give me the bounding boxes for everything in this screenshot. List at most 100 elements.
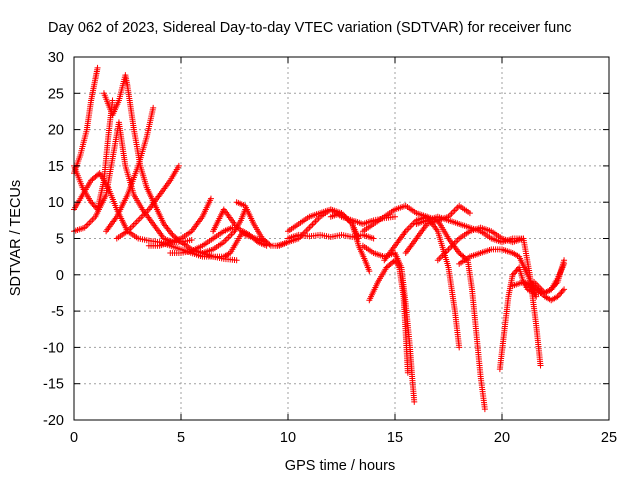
data-point — [150, 104, 157, 111]
y-tick-label: 20 — [48, 123, 64, 139]
data-point — [557, 290, 564, 297]
data-point — [127, 225, 134, 232]
data-point — [223, 236, 230, 243]
data-point — [370, 235, 377, 242]
data-point — [306, 224, 313, 231]
x-tick-label: 10 — [280, 430, 296, 446]
data-point — [481, 406, 488, 413]
x-axis-label: GPS time / hours — [285, 458, 395, 474]
series-arc1 — [71, 64, 101, 177]
y-tick-label: -15 — [43, 377, 64, 393]
y-tick-label: -10 — [43, 340, 64, 356]
series-arc8 — [145, 195, 214, 249]
series-arc16 — [327, 210, 373, 275]
data-point — [404, 226, 411, 233]
data-point — [132, 220, 139, 227]
data-point — [84, 221, 91, 228]
data-point — [408, 222, 415, 229]
x-tick-label: 0 — [70, 430, 78, 446]
series-arc5 — [100, 72, 240, 264]
data-point — [175, 162, 182, 169]
x-tick-label: 20 — [494, 430, 510, 446]
data-point — [86, 219, 93, 226]
data-point — [188, 236, 195, 243]
data-point — [555, 292, 562, 299]
data-point — [513, 267, 520, 274]
data-point — [129, 223, 136, 230]
data-point — [454, 237, 461, 244]
data-point — [136, 215, 143, 222]
y-tick-label: 25 — [48, 86, 64, 102]
series-arc17 — [359, 242, 418, 405]
data-point — [561, 260, 568, 267]
data-point — [225, 234, 232, 241]
data-point — [87, 218, 94, 225]
series-arc10 — [199, 206, 249, 257]
data-point — [233, 257, 240, 264]
data-point — [466, 210, 473, 217]
data-point — [304, 226, 311, 233]
data-point — [91, 203, 98, 210]
data-point — [509, 271, 516, 278]
data-point — [135, 217, 142, 224]
data-point — [405, 225, 412, 232]
x-tick-label: 5 — [177, 430, 185, 446]
data-point — [456, 344, 463, 351]
data-point — [312, 218, 319, 225]
data-point — [266, 241, 273, 248]
y-tick-label: 0 — [56, 268, 64, 284]
data-point — [207, 195, 214, 202]
data-point — [222, 237, 229, 244]
data-point — [411, 398, 418, 405]
data-point — [89, 216, 96, 223]
data-point — [109, 97, 116, 104]
data-point — [407, 223, 414, 230]
y-tick-label: 15 — [48, 159, 64, 175]
series-arc20 — [381, 213, 463, 351]
data-point — [392, 213, 398, 220]
data-point — [228, 231, 235, 238]
data-point — [130, 222, 137, 229]
data-point — [434, 257, 441, 264]
x-tick-label: 25 — [601, 430, 617, 446]
y-tick-label: -20 — [43, 413, 64, 429]
data-point — [436, 255, 443, 262]
y-axis-label: SDTVAR / TECUs — [8, 180, 24, 296]
data-point — [448, 210, 455, 217]
series-arc6 — [103, 104, 157, 235]
series-arc3 — [71, 170, 270, 260]
data-point — [226, 232, 233, 239]
series-arc25 — [496, 264, 544, 373]
data-point — [133, 218, 140, 225]
data-point — [309, 221, 316, 228]
data-point — [303, 227, 310, 234]
series-arc11 — [210, 206, 270, 246]
data-point — [404, 369, 411, 376]
y-tick-label: 5 — [56, 232, 64, 248]
y-tick-label: -5 — [51, 304, 64, 320]
data-point — [94, 64, 101, 71]
grid — [74, 57, 609, 420]
data-point — [138, 214, 145, 221]
data-point — [450, 209, 457, 216]
y-tick-label: 10 — [48, 195, 64, 211]
data-point — [510, 270, 517, 277]
y-tick-label: 30 — [48, 50, 64, 66]
data-point — [89, 200, 96, 207]
data-point — [561, 286, 568, 293]
x-tick-label: 15 — [387, 430, 403, 446]
data-point — [512, 268, 519, 275]
data-point — [559, 287, 566, 294]
data-point — [554, 293, 561, 300]
series-arc21 — [402, 217, 488, 413]
series-arc28 — [531, 260, 568, 296]
data-points — [71, 64, 568, 413]
series-arc18 — [366, 257, 411, 376]
data-point — [537, 362, 544, 369]
ticks: 0 5 10 15 20 25 -20 -15 -10 -5 0 5 10 15 20 25 30 — [43, 50, 617, 446]
data-point — [558, 289, 565, 296]
data-point — [366, 268, 373, 275]
data-point — [307, 223, 314, 230]
data-point — [88, 199, 95, 206]
